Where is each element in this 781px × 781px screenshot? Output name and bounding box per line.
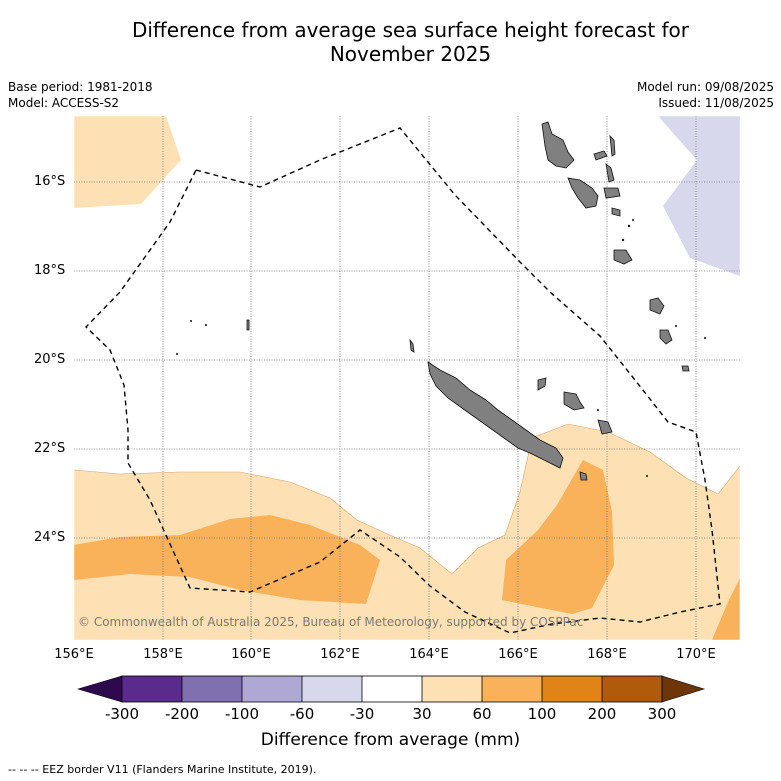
anomaly-60-100-west	[74, 515, 380, 604]
anomaly-contour-lines	[73, 423, 741, 575]
copyright-notice: © Commonwealth of Australia 2025, Bureau…	[78, 615, 584, 629]
lat-tick-22s: 22°S	[34, 441, 66, 456]
colorbar-extend-low	[76, 675, 123, 703]
title-line-2: November 2025	[329, 42, 492, 66]
colorbar-label-neg300: -300	[104, 705, 140, 723]
eez-footnote: -- -- -- EEZ border V11 (Flanders Marine…	[8, 763, 317, 776]
anomaly-60-100-central	[502, 460, 614, 614]
ambrym-island	[603, 187, 621, 199]
colorbar-label-60: 60	[472, 705, 492, 723]
model-run: Model run: 09/08/2025	[636, 80, 774, 94]
title-line-1: Difference from average sea surface heig…	[131, 18, 690, 42]
erromango-island	[649, 297, 665, 315]
colorbar-outline	[121, 675, 663, 703]
chart-title: Difference from average sea surface heig…	[0, 18, 781, 66]
loyalty-island-lifou	[563, 391, 585, 411]
aneityum-island	[681, 365, 690, 372]
colorbar-extend-high	[661, 675, 706, 703]
lon-tick-164e: 164°E	[409, 647, 449, 662]
map-frame	[73, 115, 741, 641]
loyalty-island-mare	[597, 419, 613, 435]
anomaly-30-60-north	[74, 116, 181, 208]
colorbar-bin-neg300-neg200	[122, 676, 182, 702]
colorbar-bin-neg30-30	[362, 676, 422, 702]
lat-tick-16s: 16°S	[34, 174, 66, 189]
tanna-island	[659, 329, 673, 345]
colorbar-bin-neg200-neg100	[182, 676, 242, 702]
colorbar-bin-neg100-neg60	[242, 676, 302, 702]
maewo-island	[609, 134, 616, 157]
colorbar-label-200: 200	[587, 705, 617, 723]
chesterfield-islet	[246, 319, 250, 331]
colorbar-label-30: 30	[412, 705, 432, 723]
lat-tick-20s: 20°S	[34, 352, 66, 367]
colorbar-label-neg100: -100	[224, 705, 260, 723]
colorbar-label-300: 300	[647, 705, 677, 723]
anomaly-neg-60-30-east	[658, 116, 740, 276]
colorbar	[76, 675, 706, 703]
pentecost-island	[605, 163, 615, 183]
colorbar-label-100: 100	[527, 705, 557, 723]
meta-left: Base period: 1981-2018 Model: ACCESS-S2	[8, 79, 153, 111]
meta-right: Model run: 09/08/2025 Issued: 11/08/2025	[637, 79, 774, 111]
colorbar-bin-100-200	[542, 676, 602, 702]
anomaly-shading	[73, 116, 741, 640]
malekula-island	[567, 177, 599, 209]
small-islets	[176, 219, 706, 477]
colorbar-label-neg200: -200	[164, 705, 200, 723]
eez-border	[85, 127, 721, 634]
efate-island	[613, 249, 633, 265]
land-masses	[246, 121, 690, 481]
lat-tick-18s: 18°S	[34, 263, 66, 278]
colorbar-label-neg30: -30	[349, 705, 375, 723]
colorbar-bin-60-100	[482, 676, 542, 702]
lon-tick-156e: 156°E	[54, 647, 94, 662]
lon-tick-170e: 170°E	[676, 647, 716, 662]
lon-tick-168e: 168°E	[587, 647, 627, 662]
colorbar-title: Difference from average (mm)	[260, 730, 521, 750]
belep-islet	[409, 338, 415, 353]
colorbar-dividers	[181, 676, 603, 702]
loyalty-island-ouvea	[537, 377, 547, 391]
colorbar-bin-30-60	[422, 676, 482, 702]
map-panel	[73, 115, 741, 641]
colorbar-bin-200-300	[602, 676, 662, 702]
lon-tick-166e: 166°E	[498, 647, 538, 662]
colorbar-label-neg60: -60	[289, 705, 315, 723]
ambae-island	[593, 150, 608, 161]
anomaly-60-100-southeast	[712, 578, 740, 640]
gridlines	[74, 116, 740, 640]
lat-tick-24s: 24°S	[34, 530, 66, 545]
model-name: Model: ACCESS-S2	[8, 96, 120, 110]
lon-tick-162e: 162°E	[320, 647, 360, 662]
walpole-island	[579, 471, 588, 481]
issued-date: Issued: 11/08/2025	[658, 96, 774, 110]
lon-tick-158e: 158°E	[143, 647, 183, 662]
colorbar-bin-neg60-neg30	[302, 676, 362, 702]
lon-tick-160e: 160°E	[231, 647, 271, 662]
epi-island	[611, 207, 621, 217]
base-period: Base period: 1981-2018	[8, 80, 153, 94]
espiritu-santo-island	[541, 121, 575, 169]
new-caledonia-island	[427, 361, 564, 469]
